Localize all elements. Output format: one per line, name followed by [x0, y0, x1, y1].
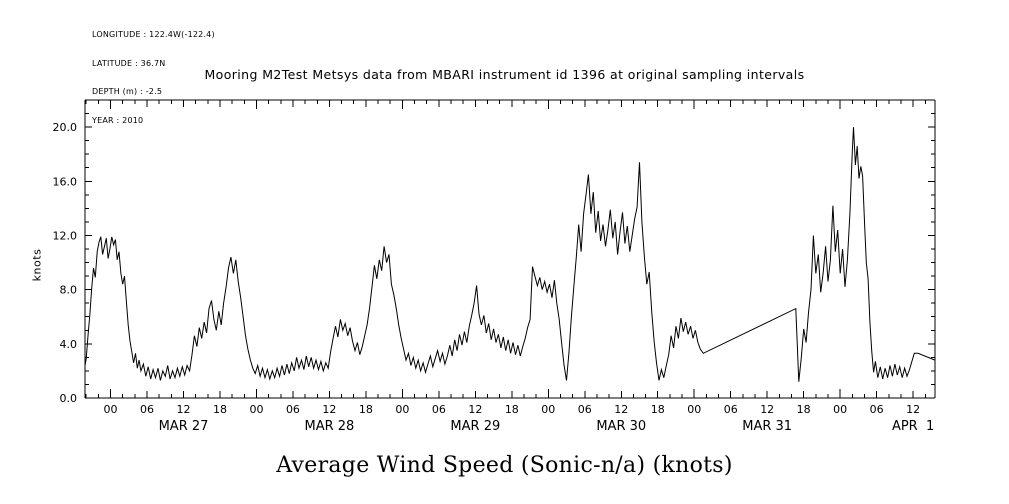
svg-text:00: 00 [687, 403, 701, 416]
svg-text:06: 06 [286, 403, 300, 416]
svg-text:06: 06 [870, 403, 884, 416]
svg-text:00: 00 [541, 403, 555, 416]
svg-text:12: 12 [614, 403, 628, 416]
metadata-year: YEAR : 2010 [92, 115, 144, 125]
svg-text:06: 06 [432, 403, 446, 416]
svg-text:12.0: 12.0 [53, 229, 78, 242]
svg-text:MAR 31: MAR 31 [742, 419, 792, 434]
svg-text:00: 00 [249, 403, 263, 416]
svg-text:18: 18 [651, 403, 665, 416]
svg-text:0.0: 0.0 [60, 392, 78, 405]
svg-text:8.0: 8.0 [60, 284, 78, 297]
metadata-depth: DEPTH (m) : -2.5 [92, 87, 163, 96]
svg-text:12: 12 [468, 403, 482, 416]
svg-text:00: 00 [833, 403, 847, 416]
svg-text:20.0: 20.0 [53, 121, 78, 134]
svg-text:00: 00 [395, 403, 409, 416]
svg-text:00: 00 [104, 403, 118, 416]
wind-speed-series [84, 127, 936, 382]
svg-text:06: 06 [578, 403, 592, 416]
svg-text:12: 12 [760, 403, 774, 416]
svg-text:18: 18 [359, 403, 373, 416]
metadata-latitude: LATITUDE : 36.7N [92, 58, 166, 68]
svg-text:18: 18 [797, 403, 811, 416]
chart-caption: Average Wind Speed (Sonic-n/a) (knots) [276, 453, 733, 478]
svg-text:MAR 30: MAR 30 [596, 419, 646, 434]
svg-text:MAR 28: MAR 28 [305, 419, 355, 434]
svg-text:MAR 29: MAR 29 [450, 419, 500, 434]
chart-title: Mooring M2Test Metsys data from MBARI in… [204, 67, 805, 82]
svg-text:4.0: 4.0 [60, 338, 78, 351]
svg-text:16.0: 16.0 [53, 175, 78, 188]
svg-text:06: 06 [140, 403, 154, 416]
svg-text:18: 18 [213, 403, 227, 416]
svg-text:12: 12 [322, 403, 336, 416]
svg-text:APR 1: APR 1 [892, 419, 934, 434]
svg-text:06: 06 [724, 403, 738, 416]
svg-text:12: 12 [176, 403, 190, 416]
svg-text:MAR 27: MAR 27 [159, 419, 209, 434]
svg-text:18: 18 [505, 403, 519, 416]
svg-text:12: 12 [906, 403, 920, 416]
plot-metadata: LONGITUDE : 122.4W(-122.4) LATITUDE : 36… [92, 11, 215, 144]
metadata-longitude: LONGITUDE : 122.4W(-122.4) [92, 30, 215, 39]
